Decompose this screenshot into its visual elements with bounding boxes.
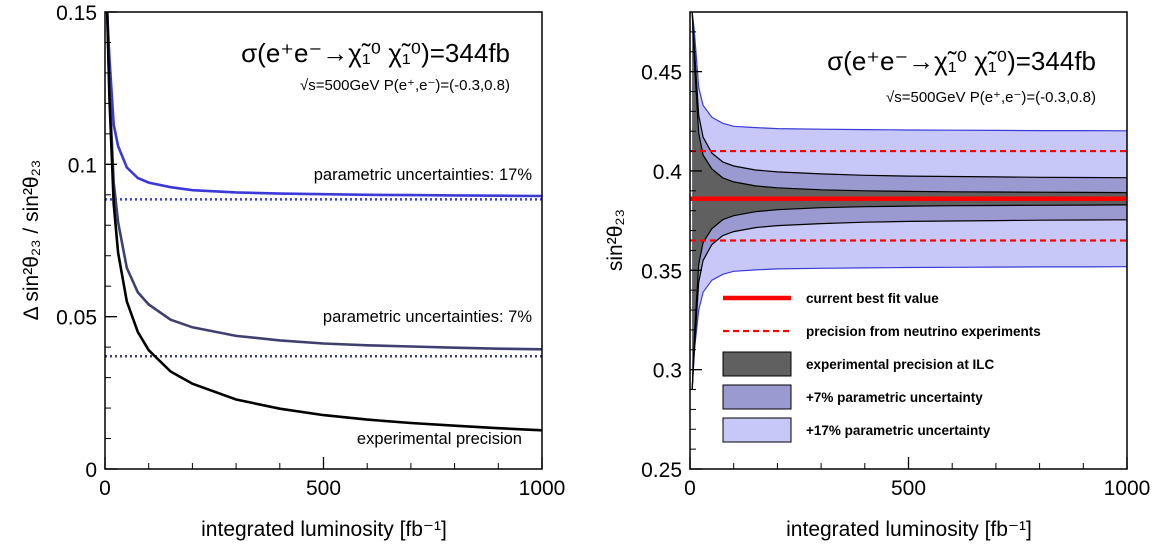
right-y-tick-label: 0.4 bbox=[653, 161, 683, 184]
legend-item: +7% parametric uncertainty bbox=[722, 384, 983, 410]
legend-label: experimental precision at ILC bbox=[806, 357, 995, 372]
legend-swatch bbox=[722, 417, 792, 443]
right-process-label: σ(e⁺e⁻→χ̃₁⁰ χ̃₁⁰)=344fb bbox=[827, 46, 1096, 76]
series-line-2 bbox=[105, 12, 542, 432]
label-parametric-7: parametric uncertainties: 7% bbox=[323, 308, 532, 326]
band-lower-edge-0 bbox=[691, 266, 1127, 390]
left-x-tick-label: 1000 bbox=[519, 477, 566, 500]
right-x-axis-title: integrated luminosity [fb⁻¹] bbox=[786, 518, 1032, 541]
left-chart: 0 500 1000 0 0.05 0.1 0.15 Δ sin²θ₂₃ / sin²θ₂₃… bbox=[20, 2, 565, 541]
right-y-tick-label: 0.35 bbox=[641, 260, 682, 283]
left-x-tick-label: 500 bbox=[306, 477, 341, 500]
right-x-tick-label: 1000 bbox=[1104, 477, 1151, 500]
legend-label: precision from neutrino experiments bbox=[806, 324, 1041, 339]
legend-swatch bbox=[722, 384, 792, 410]
right-y-tick-label: 0.3 bbox=[653, 360, 682, 383]
right-y-axis-title: sin²θ₂₃ bbox=[604, 209, 627, 271]
legend-label: +17% parametric uncertainty bbox=[806, 423, 991, 438]
right-chart: 0 500 1000 0.25 0.3 0.35 0.4 0.45 sin²θ₂₃ integ… bbox=[604, 11, 1151, 541]
legend-label: current best fit value bbox=[806, 291, 939, 306]
left-y-tick-label: 0 bbox=[85, 459, 97, 482]
legend-item: experimental precision at ILC bbox=[722, 351, 995, 377]
right-legend: current best fit value precision from neu… bbox=[722, 291, 1041, 443]
left-process-label: σ(e⁺e⁻→χ̃₁⁰ χ̃₁⁰)=344fb bbox=[241, 38, 510, 68]
legend-swatch bbox=[722, 351, 792, 377]
right-y-tick-label: 0.25 bbox=[641, 459, 682, 482]
right-x-tick-label: 0 bbox=[684, 477, 696, 500]
left-conditions-label: √s=500GeV P(e⁺,e⁻)=(-0.3,0.8) bbox=[300, 77, 510, 94]
left-x-axis-title: integrated luminosity [fb⁻¹] bbox=[201, 518, 447, 541]
band-upper-edge-0 bbox=[691, 12, 1127, 132]
right-conditions-label: √s=500GeV P(e⁺,e⁻)=(-0.3,0.8) bbox=[886, 89, 1096, 106]
left-y-axis-title: Δ sin²θ₂₃ / sin²θ₂₃ bbox=[20, 160, 43, 321]
right-plot-area bbox=[690, 12, 1127, 390]
label-experimental-precision: experimental precision bbox=[357, 430, 522, 448]
right-y-tick-label: 0.45 bbox=[641, 62, 682, 85]
legend-item: precision from neutrino experiments bbox=[723, 324, 1041, 339]
label-parametric-17: parametric uncertainties: 17% bbox=[314, 166, 533, 184]
left-plot-area bbox=[105, 12, 542, 432]
left-x-tick-label: 0 bbox=[99, 477, 111, 500]
band-upper-edge-1 bbox=[691, 12, 1127, 179]
band-lower-edge-2 bbox=[691, 204, 1127, 390]
legend-item: +17% parametric uncertainty bbox=[722, 417, 991, 443]
legend-item: current best fit value bbox=[723, 291, 939, 306]
band-upper-edge-2 bbox=[691, 12, 1127, 194]
left-axis-ticks: 0 500 1000 0 0.05 0.1 0.15 bbox=[56, 2, 565, 500]
series-line-0 bbox=[105, 12, 542, 198]
right-x-tick-label: 500 bbox=[891, 477, 926, 500]
left-y-tick-label: 0.05 bbox=[56, 307, 97, 330]
band-lower-edge-1 bbox=[691, 219, 1127, 390]
right-axis-ticks: 0 500 1000 0.25 0.3 0.35 0.4 0.45 bbox=[641, 11, 1151, 500]
series-line-1 bbox=[105, 12, 542, 351]
left-y-tick-label: 0.1 bbox=[68, 154, 97, 177]
legend-label: +7% parametric uncertainty bbox=[806, 390, 983, 405]
left-y-tick-label: 0.15 bbox=[56, 2, 97, 25]
